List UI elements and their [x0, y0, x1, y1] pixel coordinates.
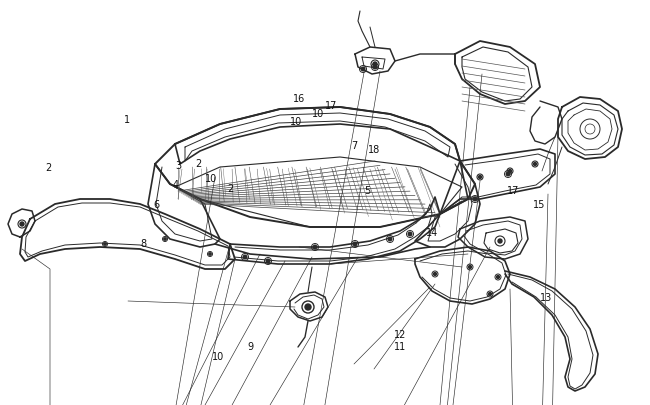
Text: 17: 17: [507, 185, 520, 195]
Text: 14: 14: [426, 228, 438, 238]
Circle shape: [353, 243, 357, 246]
Text: 10: 10: [212, 352, 224, 361]
Text: 10: 10: [290, 117, 302, 126]
Text: 2: 2: [46, 163, 52, 173]
Circle shape: [489, 293, 491, 296]
Circle shape: [434, 273, 437, 276]
Text: 17: 17: [325, 100, 338, 110]
Text: 10: 10: [313, 109, 324, 118]
Circle shape: [506, 173, 510, 176]
Circle shape: [469, 266, 471, 269]
Text: 15: 15: [533, 200, 546, 209]
Text: 11: 11: [394, 341, 406, 351]
Text: 13: 13: [540, 293, 552, 303]
Circle shape: [243, 256, 247, 259]
Circle shape: [164, 238, 166, 241]
Text: 8: 8: [140, 238, 146, 248]
Text: 18: 18: [368, 145, 380, 155]
Text: 12: 12: [393, 329, 406, 339]
Text: 6: 6: [153, 200, 159, 209]
Circle shape: [497, 276, 499, 279]
Circle shape: [478, 176, 482, 179]
Circle shape: [313, 245, 317, 249]
Text: 4: 4: [172, 179, 179, 189]
Circle shape: [266, 260, 270, 263]
Circle shape: [209, 253, 211, 256]
Text: 10: 10: [205, 173, 217, 183]
Text: 5: 5: [364, 185, 370, 195]
Circle shape: [388, 238, 392, 241]
Text: 16: 16: [293, 94, 305, 104]
Circle shape: [104, 243, 106, 245]
Circle shape: [20, 222, 24, 226]
Circle shape: [373, 63, 377, 67]
Circle shape: [408, 232, 412, 236]
Circle shape: [373, 66, 377, 70]
Text: 2: 2: [227, 183, 234, 193]
Text: 9: 9: [247, 341, 254, 351]
Circle shape: [305, 304, 311, 310]
Text: 2: 2: [195, 159, 202, 169]
Circle shape: [498, 239, 502, 243]
Circle shape: [508, 170, 512, 173]
Text: 7: 7: [351, 141, 358, 151]
Text: 3: 3: [176, 161, 182, 171]
Text: 1: 1: [124, 115, 130, 124]
Circle shape: [534, 163, 536, 166]
Circle shape: [361, 68, 365, 72]
Circle shape: [473, 198, 477, 201]
